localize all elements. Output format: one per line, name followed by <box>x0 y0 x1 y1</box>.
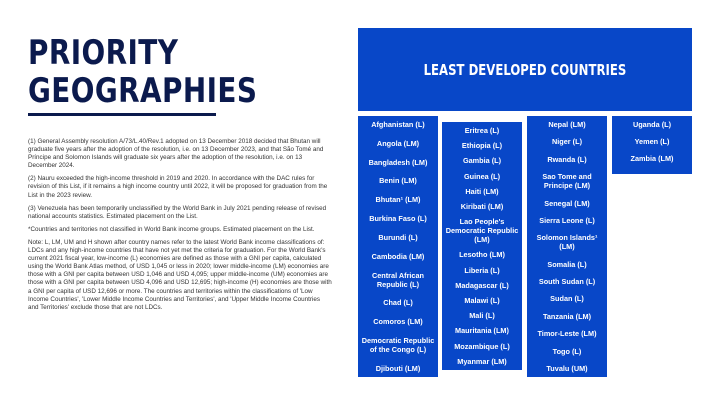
footnote-2: (2) Nauru exceeded the high-income thres… <box>28 175 328 199</box>
footnote-unclassified: *Countries and territories not classifie… <box>28 225 315 233</box>
country-item: Bhutan¹ (LM) <box>375 195 421 205</box>
country-item: Tanzania (LM) <box>542 311 592 321</box>
country-item: Mozambique (L) <box>454 341 510 351</box>
country-item: Mali (L) <box>469 311 495 321</box>
title-underline <box>28 113 216 116</box>
country-item: Comoros (LM) <box>373 317 423 327</box>
country-item: Myanmar (LM) <box>457 356 507 366</box>
country-item: Djibouti (LM) <box>375 363 421 373</box>
country-item: Lao People's Democratic Republic (LM) <box>445 217 519 245</box>
country-item: Mauritania (LM) <box>455 326 509 336</box>
country-item: Chad (L) <box>383 298 413 308</box>
country-item: Yemen (L) <box>634 137 670 146</box>
footnote-1: (1) General Assembly resolution A/73/L.4… <box>28 138 324 170</box>
country-item: Central African Republic (L) <box>371 270 425 289</box>
country-item: Kiribati (LM) <box>460 202 504 212</box>
country-item: Somalia (L) <box>547 259 587 269</box>
page-title: PRIORITY GEOGRAPHIES <box>28 34 257 110</box>
country-item: Eritrea (L) <box>464 126 500 135</box>
country-item: Bangladesh (LM) <box>368 157 428 167</box>
country-item: Malawi (L) <box>464 296 500 306</box>
country-item: Senegal (LM) <box>544 198 590 208</box>
country-item: Ethiopia (L) <box>461 141 503 151</box>
footnotes: (1) General Assembly resolution A/73/L.4… <box>28 138 332 317</box>
country-item: Haiti (LM) <box>465 186 499 196</box>
country-item: Zambia (LM) <box>630 154 674 163</box>
country-item: Burundi (L) <box>378 232 418 242</box>
country-item: Guinea (L) <box>463 171 501 181</box>
country-item: Niger (L) <box>552 137 582 147</box>
country-item: Sierra Leone (L) <box>539 215 595 225</box>
country-item: Liberia (L) <box>464 265 500 275</box>
ldc-header-box: LEAST DEVELOPED COUNTRIES <box>358 28 692 111</box>
country-item: Nepal (LM) <box>548 120 586 129</box>
country-item: Benin (LM) <box>379 176 417 186</box>
country-item: South Sudan (L) <box>538 277 596 286</box>
country-item: Cambodia (LM) <box>371 251 425 261</box>
country-item: Solomon Islands¹ (LM) <box>536 233 598 252</box>
country-item: Lesotho (LM) <box>459 250 505 260</box>
country-item: Timor-Leste (LM) <box>537 329 597 339</box>
country-column-4: Uganda (L) Yemen (L) Zambia (LM) <box>612 116 692 174</box>
footnote-income-note: Note: L, LM, UM and H shown after countr… <box>28 238 332 311</box>
country-item: Burkina Faso (L) <box>369 214 427 224</box>
page-title-line-1: PRIORITY <box>28 33 179 73</box>
country-item: Sudan (L) <box>550 294 584 304</box>
country-item: Togo (L) <box>552 346 582 356</box>
country-item: Gambia (L) <box>462 156 502 166</box>
page-title-line-2: GEOGRAPHIES <box>28 71 258 111</box>
country-item: Sao Tome and Principe (LM) <box>542 172 592 191</box>
country-item: Angola (LM) <box>376 138 420 148</box>
country-column-3: Nepal (LM) Niger (L) Rwanda (L) Sao Tome an… <box>527 116 607 377</box>
country-item: Uganda (L) <box>632 120 672 129</box>
country-item: Afghanistan (L) <box>371 120 425 129</box>
footnote-3: (3) Venezuela has been temporarily uncla… <box>28 204 327 220</box>
country-column-1: Afghanistan (L) Angola (LM) Bangladesh (LM… <box>358 116 438 377</box>
ldc-header-title: LEAST DEVELOPED COUNTRIES <box>423 60 627 79</box>
country-item: Democratic Republic of the Congo (L) <box>361 336 435 355</box>
country-item: Rwanda (L) <box>547 154 587 164</box>
country-column-2: Eritrea (L) Ethiopia (L) Gambia (L) Guinea … <box>442 122 522 370</box>
country-item: Madagascar (L) <box>455 280 509 290</box>
country-item: Tuvalu (UM) <box>546 363 588 373</box>
